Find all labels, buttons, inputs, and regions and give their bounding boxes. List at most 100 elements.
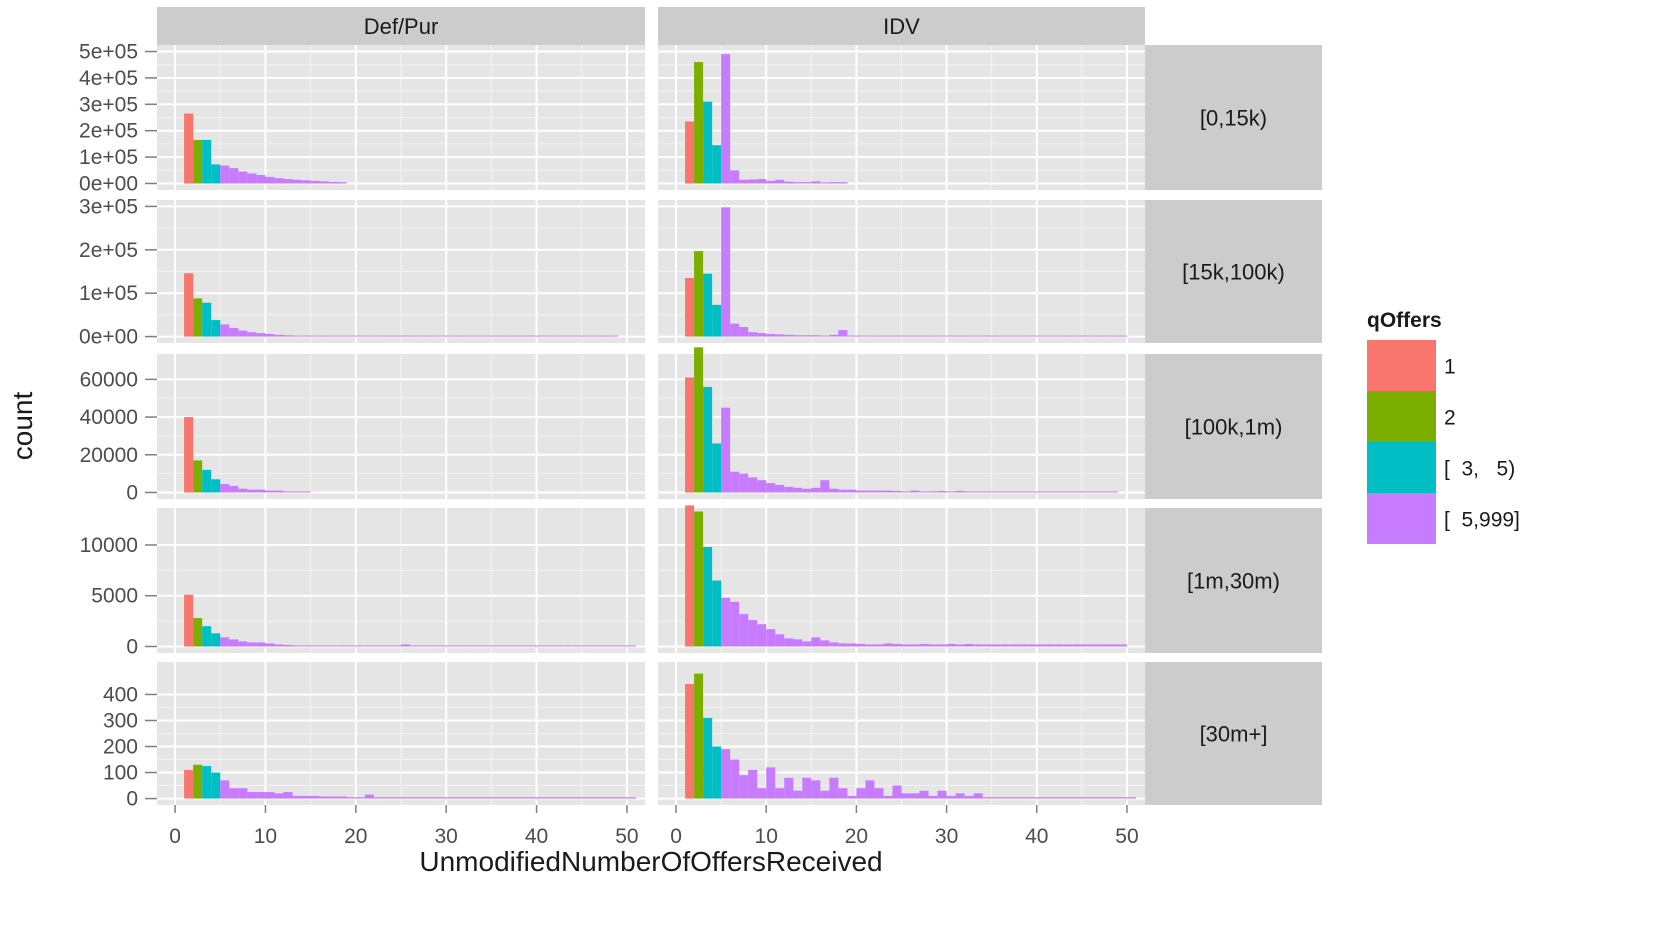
- y-tick-label: 5e+05: [79, 41, 138, 64]
- row-strip-label: [100k,1m): [1185, 415, 1283, 440]
- y-tick-label: 1e+05: [79, 146, 138, 169]
- histogram-bar: [491, 335, 501, 337]
- histogram-bar: [292, 491, 302, 493]
- histogram-bar: [685, 684, 695, 799]
- histogram-bar: [829, 642, 839, 647]
- histogram-bar: [964, 795, 974, 799]
- histogram-bar: [721, 749, 731, 799]
- histogram-bar: [482, 335, 492, 337]
- histogram-bar: [991, 644, 1001, 647]
- histogram-bar: [1045, 644, 1055, 647]
- histogram-bar: [856, 490, 866, 493]
- histogram-bar: [265, 643, 275, 647]
- x-axis-title: UnmodifiedNumberOfOffersReceived: [419, 846, 882, 877]
- histogram-bar: [1009, 797, 1019, 799]
- histogram-bar: [1000, 797, 1010, 799]
- histogram-bar: [292, 179, 302, 184]
- histogram-bar: [829, 182, 839, 184]
- histogram-bar: [428, 645, 438, 647]
- histogram-bar: [202, 766, 212, 799]
- row-strip-label: [30m+]: [1200, 722, 1268, 747]
- histogram-bar: [784, 638, 794, 647]
- histogram-bar: [775, 788, 785, 799]
- histogram-bar: [193, 298, 203, 337]
- histogram-bar: [946, 795, 956, 799]
- histogram-bar: [599, 797, 609, 799]
- histogram-bar: [946, 335, 956, 337]
- x-tick-label: 0: [169, 825, 181, 848]
- y-tick-label: 0: [126, 788, 138, 811]
- histogram-bar: [220, 483, 230, 493]
- histogram-bar: [874, 335, 884, 337]
- histogram-bar: [757, 178, 767, 184]
- histogram-bar: [1081, 335, 1091, 337]
- histogram-bar: [901, 793, 911, 799]
- histogram-bar: [283, 644, 293, 647]
- histogram-bar: [910, 335, 920, 337]
- histogram-bar: [220, 780, 230, 799]
- histogram-bar: [229, 327, 239, 337]
- histogram-bar: [373, 797, 383, 799]
- histogram-bar: [748, 620, 758, 647]
- histogram-bar: [946, 643, 956, 647]
- histogram-bar: [766, 767, 776, 799]
- histogram-bar: [1081, 491, 1091, 493]
- histogram-bar: [685, 505, 695, 647]
- histogram-bar: [1072, 797, 1082, 799]
- histogram-bar: [473, 797, 483, 799]
- histogram-bar: [1081, 797, 1091, 799]
- y-tick-label: 3e+05: [79, 195, 138, 218]
- histogram-bar: [283, 792, 293, 799]
- histogram-bar: [847, 335, 857, 337]
- histogram-bar: [419, 645, 429, 647]
- histogram-bar: [220, 324, 230, 337]
- histogram-bar: [401, 335, 411, 337]
- histogram-bar: [184, 273, 194, 337]
- histogram-bar: [364, 335, 374, 337]
- histogram-bar: [928, 491, 938, 493]
- histogram-bar: [820, 640, 830, 647]
- histogram-bar: [518, 797, 528, 799]
- x-tick-label: 40: [1025, 825, 1048, 848]
- histogram-bar: [1108, 335, 1118, 337]
- histogram-bar: [802, 777, 812, 799]
- histogram-bar: [491, 797, 501, 799]
- histogram-bar: [694, 62, 704, 184]
- histogram-bar: [572, 645, 582, 647]
- histogram-bar: [391, 797, 401, 799]
- histogram-bar: [775, 179, 785, 184]
- histogram-bar: [265, 176, 275, 184]
- histogram-bar: [509, 645, 519, 647]
- histogram-bar: [766, 333, 776, 337]
- histogram-bar: [310, 645, 320, 647]
- x-tick-label: 10: [254, 825, 277, 848]
- histogram-bar: [590, 335, 600, 337]
- histogram-bar: [982, 491, 992, 493]
- histogram-bar: [545, 797, 555, 799]
- histogram-bar: [955, 490, 965, 493]
- histogram-bar: [428, 797, 438, 799]
- histogram-bar: [455, 797, 465, 799]
- histogram-bar: [1018, 491, 1028, 493]
- histogram-bar: [892, 490, 902, 493]
- histogram-bar: [1108, 491, 1118, 493]
- histogram-bar: [211, 772, 221, 799]
- histogram-bar: [355, 797, 365, 799]
- histogram-bar: [202, 139, 212, 184]
- histogram-bar: [346, 645, 356, 647]
- histogram-bar: [1072, 491, 1082, 493]
- histogram-bar: [703, 101, 713, 184]
- histogram-bar: [238, 641, 248, 647]
- histogram-bar: [382, 335, 392, 337]
- histogram-bar: [1099, 797, 1109, 799]
- legend-key-label: 1: [1444, 356, 1456, 379]
- x-tick-label: 50: [1115, 825, 1138, 848]
- histogram-bar: [274, 490, 284, 493]
- histogram-bar: [865, 490, 875, 493]
- histogram-bar: [428, 335, 438, 337]
- row-strip-label: [0,15k): [1200, 106, 1267, 131]
- histogram-bar: [1018, 797, 1028, 799]
- histogram-bar: [811, 181, 821, 184]
- histogram-bar: [793, 487, 803, 493]
